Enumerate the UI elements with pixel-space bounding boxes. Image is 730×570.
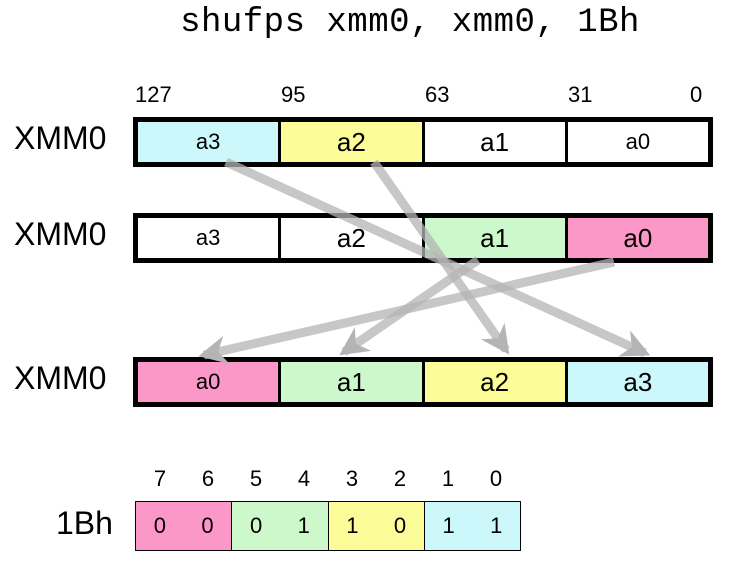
lane-a3: a3 — [567, 362, 708, 402]
register-destination: a0 a1 a2 a3 — [133, 357, 713, 407]
immediate-label: 1Bh — [56, 505, 113, 541]
immediate-bits: 0 0 0 1 1 0 1 1 — [135, 501, 521, 551]
bit-label-31: 31 — [568, 82, 593, 107]
register-source1: a3 a2 a1 a0 — [133, 117, 713, 167]
lane-a1: a1 — [281, 362, 425, 402]
lane-a0: a0 — [138, 362, 282, 402]
arrow-a0-to-lane0 — [198, 257, 615, 364]
lane-a1: a1 — [424, 122, 568, 162]
lane-a0: a0 — [567, 218, 708, 258]
imm-bit-number-5: 5 — [249, 466, 263, 491]
register-label-source2: XMM0 — [14, 216, 107, 252]
imm-bit-number-4: 4 — [297, 466, 311, 491]
arrow-a3-to-lane3 — [224, 157, 651, 358]
imm-bit-4: 1 — [279, 502, 329, 550]
imm-bit-3: 1 — [328, 502, 377, 550]
imm-bit-0: 1 — [472, 502, 520, 550]
imm-bit-2: 0 — [376, 502, 425, 550]
imm-bit-number-2: 2 — [393, 466, 407, 491]
bit-label-63: 63 — [425, 82, 450, 107]
imm-bit-7: 0 — [136, 502, 184, 550]
arrow-a2-to-lane2 — [370, 159, 510, 355]
bit-label-127: 127 — [135, 82, 172, 107]
imm-bit-number-6: 6 — [201, 466, 215, 491]
lane-a3: a3 — [138, 122, 282, 162]
lane-a2: a2 — [424, 362, 568, 402]
register-label-destination: XMM0 — [14, 360, 107, 396]
lane-a3: a3 — [138, 218, 282, 258]
imm-bit-number-0: 0 — [489, 466, 503, 491]
lane-a0: a0 — [567, 122, 708, 162]
imm-bit-5: 0 — [232, 502, 280, 550]
lane-a2: a2 — [281, 122, 425, 162]
instruction-title: shufps xmm0, xmm0, 1Bh — [180, 4, 640, 42]
imm-bit-number-1: 1 — [441, 466, 455, 491]
imm-bit-6: 0 — [183, 502, 233, 550]
bit-label-0: 0 — [690, 82, 703, 107]
lane-a1: a1 — [424, 218, 568, 258]
register-label-source1: XMM0 — [14, 120, 107, 156]
bit-label-95: 95 — [281, 82, 306, 107]
imm-bit-number-3: 3 — [345, 466, 359, 491]
imm-bit-1: 1 — [424, 502, 473, 550]
imm-bit-number-7: 7 — [153, 466, 167, 491]
